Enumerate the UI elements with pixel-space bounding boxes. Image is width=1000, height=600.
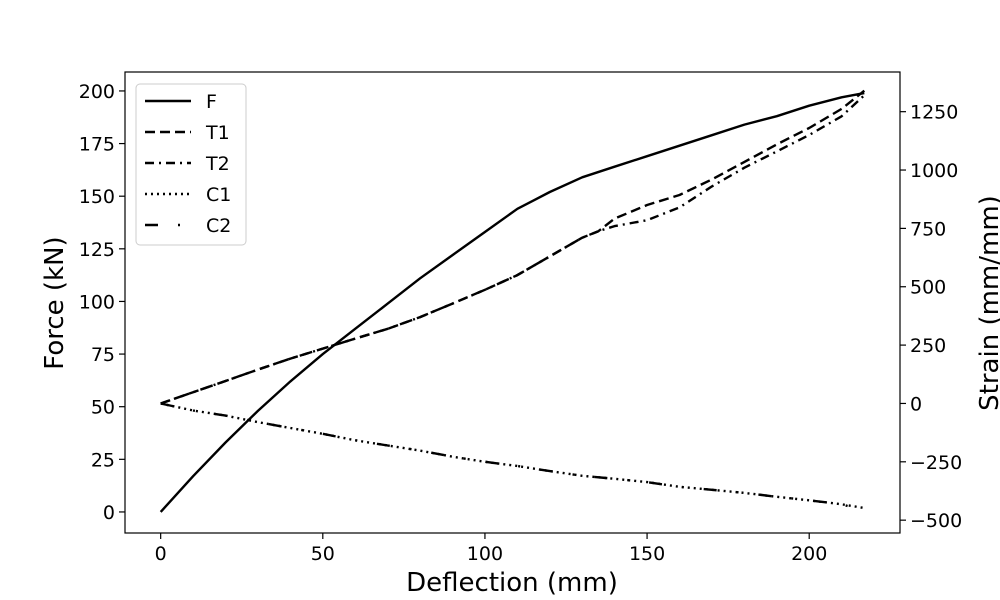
series-line-t1 bbox=[160, 89, 866, 405]
y-tick-label: 100 bbox=[79, 291, 115, 313]
y-axis-right: −500 −250 0 250 500 750 1000 1250 bbox=[900, 102, 962, 532]
y2-tick-label: −250 bbox=[910, 452, 962, 474]
y-axis-left: 0 25 50 75 100 125 150 175 200 bbox=[79, 81, 125, 524]
y2-tick-label: 1250 bbox=[910, 102, 958, 124]
legend-label-f: F bbox=[206, 91, 217, 113]
x-tick-label: 0 bbox=[155, 543, 167, 565]
y-tick-label: 75 bbox=[91, 344, 115, 366]
x-axis-title: Deflection (mm) bbox=[406, 568, 618, 598]
y2-tick-label: 500 bbox=[910, 277, 946, 299]
y2-tick-label: 750 bbox=[910, 218, 946, 240]
legend-box bbox=[135, 83, 247, 246]
y2-axis-title: Strain (mm/mm) bbox=[975, 195, 1000, 411]
y2-tick-label: 1000 bbox=[910, 160, 958, 182]
legend-label-t1: T1 bbox=[205, 122, 230, 144]
x-tick-label: 150 bbox=[629, 543, 665, 565]
y-tick-label: 125 bbox=[79, 239, 115, 261]
series-line-c1 bbox=[160, 402, 865, 510]
plot-area bbox=[124, 71, 901, 534]
x-tick-label: 100 bbox=[467, 543, 503, 565]
y-tick-label: 0 bbox=[103, 502, 115, 524]
y2-tick-label: 0 bbox=[910, 393, 922, 415]
series-line-t2 bbox=[160, 94, 866, 405]
y-tick-label: 175 bbox=[79, 134, 115, 156]
legend-label-c2: C2 bbox=[206, 215, 231, 237]
y-tick-label: 50 bbox=[91, 397, 115, 419]
x-axis: 0 50 100 150 200 bbox=[155, 533, 827, 565]
y-tick-label: 200 bbox=[79, 81, 115, 103]
y2-tick-label: 250 bbox=[910, 335, 946, 357]
y-tick-label: 150 bbox=[79, 186, 115, 208]
x-tick-label: 50 bbox=[311, 543, 335, 565]
y-tick-label: 25 bbox=[91, 449, 115, 471]
legend: F T1 T2 C1 C2 bbox=[135, 83, 247, 246]
legend-label-t2: T2 bbox=[205, 153, 230, 175]
y2-tick-label: −500 bbox=[910, 510, 962, 532]
series-line-c2 bbox=[160, 402, 865, 512]
series-line-f bbox=[159, 91, 865, 513]
x-tick-label: 200 bbox=[791, 543, 827, 565]
y-axis-title: Force (kN) bbox=[40, 236, 70, 369]
legend-label-c1: C1 bbox=[206, 184, 231, 206]
